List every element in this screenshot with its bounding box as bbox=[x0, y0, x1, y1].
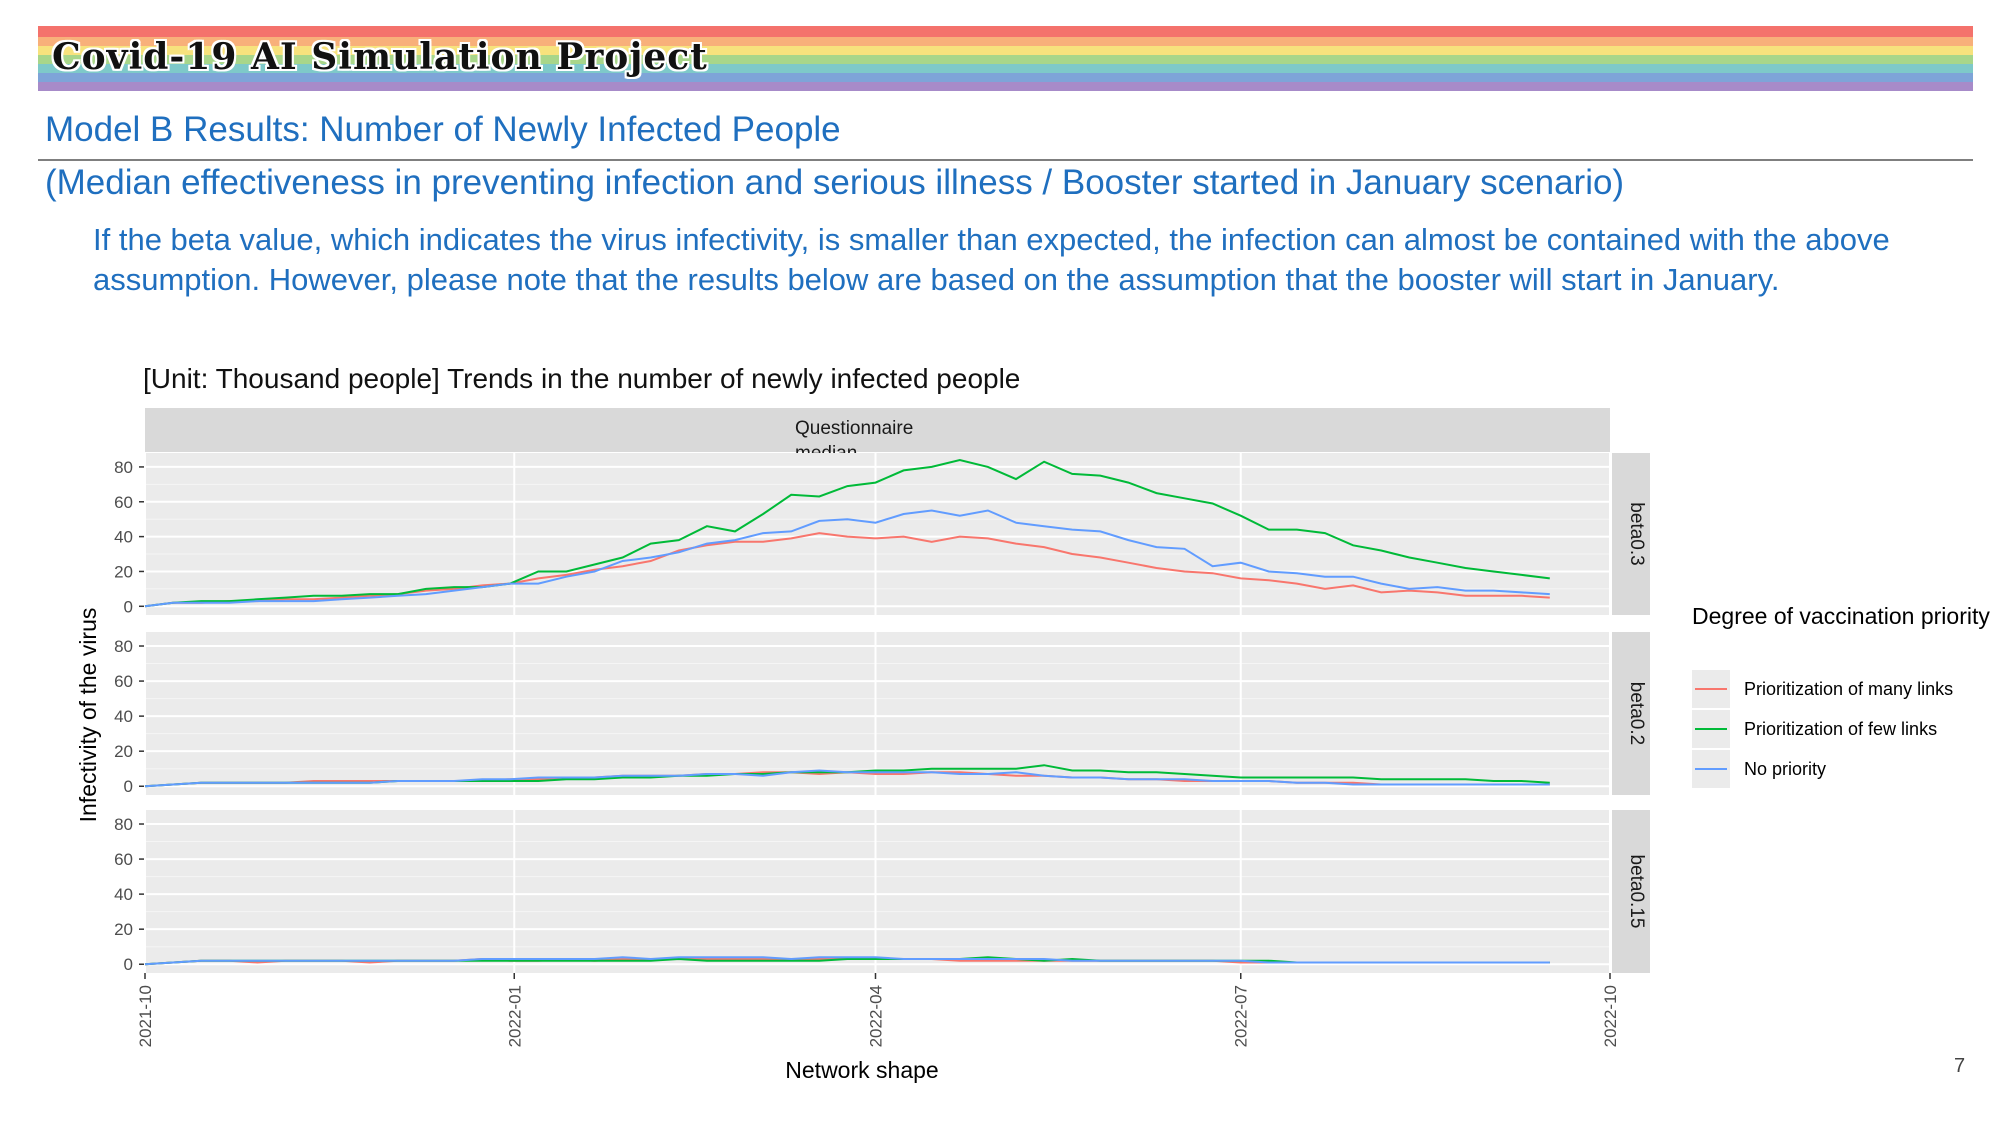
banner-stripe bbox=[38, 64, 1973, 73]
y-tick-label: 40 bbox=[114, 885, 133, 904]
series-line bbox=[144, 458, 1550, 608]
series-line bbox=[144, 956, 1550, 966]
facet-strip-right-label: beta0.2 bbox=[1626, 682, 1647, 745]
y-tick-label: 40 bbox=[114, 707, 133, 726]
facet-strip-right bbox=[1612, 632, 1650, 795]
x-tick-label: 2022-10 bbox=[1601, 985, 1620, 1047]
series-line bbox=[144, 532, 1550, 608]
banner-stripe bbox=[38, 46, 1973, 55]
title-divider bbox=[38, 159, 1973, 161]
slide-subtitle: (Median effectiveness in preventing infe… bbox=[45, 163, 1625, 202]
y-tick-label: 80 bbox=[114, 637, 133, 656]
x-tick-label: 2022-07 bbox=[1232, 985, 1251, 1047]
y-tick-label: 40 bbox=[114, 528, 133, 547]
facet-strip-right bbox=[1612, 810, 1650, 973]
panel-background bbox=[145, 810, 1610, 973]
y-tick-label: 20 bbox=[114, 562, 133, 581]
y-tick-label: 60 bbox=[114, 672, 133, 691]
banner-stripe bbox=[38, 55, 1973, 64]
y-tick-label: 0 bbox=[124, 597, 133, 616]
y-tick-label: 60 bbox=[114, 493, 133, 512]
slide-body-text: If the beta value, which indicates the v… bbox=[93, 222, 1890, 297]
y-tick-label: 80 bbox=[114, 815, 133, 834]
slide-title: Model B Results: Number of Newly Infecte… bbox=[45, 110, 841, 149]
chart-heading: [Unit: Thousand people] Trends in the nu… bbox=[143, 363, 1021, 394]
series-line bbox=[144, 769, 1550, 788]
y-axis-title: Infectivity of the virus bbox=[75, 608, 101, 823]
banner-stripe bbox=[38, 37, 1973, 46]
banner-stripe bbox=[38, 82, 1973, 91]
x-tick-label: 2021-10 bbox=[136, 985, 155, 1047]
facet-strip-right-label: beta0.15 bbox=[1626, 855, 1647, 929]
banner-stripe bbox=[38, 26, 1973, 37]
y-tick-label: 0 bbox=[124, 777, 133, 796]
x-tick-label: 2022-04 bbox=[866, 985, 885, 1047]
legend-title: Degree of vaccination priority bbox=[1692, 603, 1990, 629]
y-tick-label: 60 bbox=[114, 850, 133, 869]
legend-entry-label: Prioritization of many links bbox=[1744, 679, 1953, 699]
y-tick-label: 0 bbox=[124, 955, 133, 974]
page-number: 7 bbox=[1954, 1055, 1966, 1077]
y-tick-label: 80 bbox=[114, 458, 133, 477]
facet-strip-right bbox=[1612, 453, 1650, 615]
panel-background bbox=[145, 632, 1610, 795]
banner-stripe bbox=[38, 73, 1973, 82]
x-axis-title: Network shape bbox=[785, 1057, 938, 1083]
banner-title: Covid-19 AI Simulation Project bbox=[52, 36, 708, 78]
y-tick-label: 20 bbox=[114, 742, 133, 761]
facet-strip-top bbox=[145, 408, 1610, 452]
rainbow-banner bbox=[38, 26, 1973, 92]
series-line bbox=[144, 509, 1550, 608]
legend-entry-label: No priority bbox=[1744, 759, 1826, 779]
x-tick-label: 2022-01 bbox=[505, 985, 524, 1047]
facet-strip-right-label: beta0.3 bbox=[1626, 502, 1647, 565]
panel-background bbox=[145, 453, 1610, 615]
legend-entry-label: Prioritization of few links bbox=[1744, 719, 1937, 739]
y-tick-label: 20 bbox=[114, 920, 133, 939]
